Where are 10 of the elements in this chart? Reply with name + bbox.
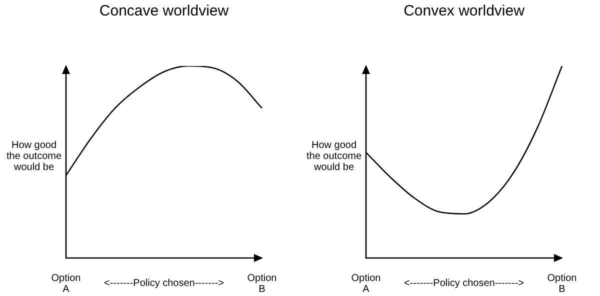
x-axis-title: <-------Policy chosen------->: [104, 278, 224, 289]
x-tick-label: Option B: [547, 272, 577, 295]
y-axis-title: How good the outcome would be: [6, 140, 62, 173]
y-axis-title: How good the outcome would be: [306, 140, 362, 173]
x-tick-label: Option B: [247, 272, 277, 295]
x-tick-label: Option A: [351, 272, 381, 295]
chart-title: Concave worldview: [99, 2, 229, 20]
x-axis-title: <-------Policy chosen------->: [404, 278, 524, 289]
x-tick-label: Option A: [51, 272, 81, 295]
chart-title: Convex worldview: [404, 2, 525, 20]
